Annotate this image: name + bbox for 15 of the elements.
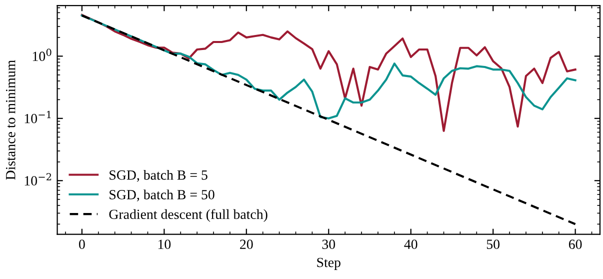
x-axis-title: Step: [317, 258, 340, 270]
x-tick-label: 10: [158, 240, 171, 249]
legend-label: SGD, batch B = 50: [110, 190, 214, 202]
x-tick-label: 40: [404, 240, 418, 249]
legend-label: SGD, batch B = 5: [110, 170, 208, 182]
y-tick-label: 10$^{0}$: [32, 48, 52, 62]
y-axis-title: Distance to minimum: [6, 60, 16, 180]
legend-label: Gradient descent (full batch): [109, 209, 268, 222]
x-tick-label: 30: [322, 240, 336, 249]
x-tick-label: 50: [486, 240, 500, 249]
y-tick-label: 10$^{−1}$: [24, 110, 51, 124]
x-tick-label: 60: [568, 240, 582, 249]
y-tick-label: 10$^{−2}$: [24, 173, 52, 186]
x-tick-label: 20: [240, 240, 253, 249]
x-tick-label: 0: [79, 240, 85, 249]
